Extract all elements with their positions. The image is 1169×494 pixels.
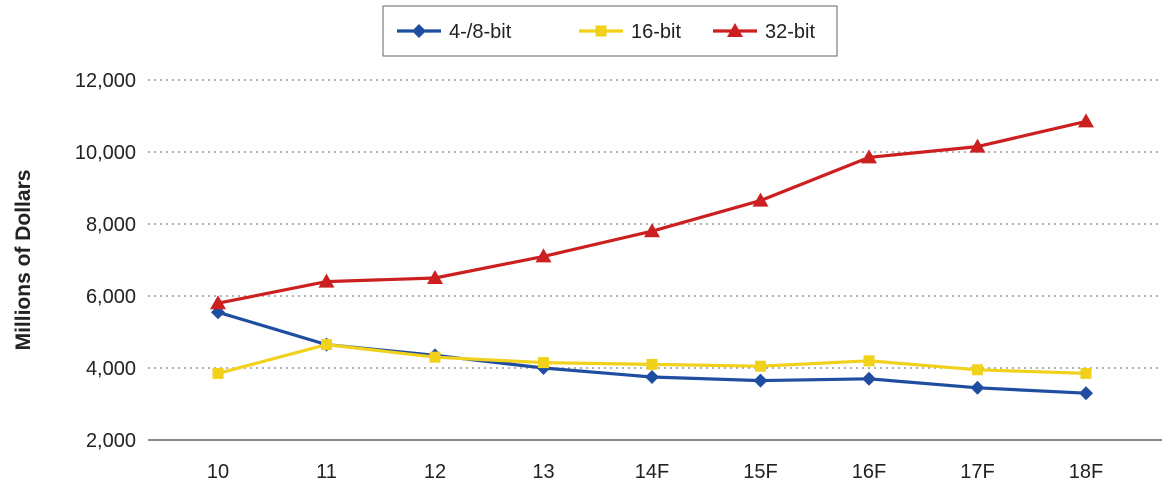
data-point	[645, 370, 659, 384]
data-point	[970, 380, 985, 395]
data-point	[644, 223, 660, 238]
data-point	[861, 149, 877, 164]
y-tick-label: 6,000	[86, 286, 136, 308]
data-point	[212, 367, 224, 379]
legend-label: 4-/8-bit	[449, 21, 512, 43]
data-point	[972, 364, 983, 376]
data-point	[969, 138, 986, 153]
data-point	[863, 355, 875, 367]
series-1	[212, 339, 1092, 379]
x-tick-label: 11	[316, 461, 337, 483]
legend-item: 4-/8-bit	[397, 21, 512, 43]
x-tick-label: 13	[532, 461, 554, 483]
y-tick-label: 12,000	[75, 70, 136, 92]
data-point	[538, 357, 549, 369]
data-point	[321, 339, 332, 351]
series-0	[211, 305, 1093, 401]
x-tick-label: 17F	[960, 461, 994, 483]
data-point	[427, 270, 443, 284]
data-point	[1080, 367, 1092, 379]
y-tick-label: 10,000	[75, 142, 136, 164]
legend-label: 16-bit	[631, 21, 681, 43]
legend-item: 16-bit	[579, 21, 681, 43]
y-tick-label: 4,000	[86, 358, 136, 380]
y-tick-label: 8,000	[86, 214, 136, 236]
data-point	[535, 248, 552, 263]
data-point	[752, 192, 769, 207]
x-tick-label: 15F	[743, 461, 777, 483]
data-point	[727, 23, 743, 37]
data-point	[862, 371, 876, 386]
x-tick-label: 18F	[1069, 461, 1103, 483]
data-point	[753, 373, 768, 388]
series-lines	[210, 113, 1094, 401]
x-tick-label: 10	[207, 461, 229, 483]
data-point	[646, 358, 658, 370]
data-point	[595, 25, 607, 37]
y-axis-label: Millions of Dollars	[12, 170, 35, 351]
legend-item: 32-bit	[713, 21, 815, 43]
data-point	[429, 351, 441, 363]
data-point	[1079, 386, 1093, 401]
data-point	[210, 295, 226, 310]
legend-label: 32-bit	[765, 21, 815, 43]
gridlines	[148, 79, 1162, 369]
x-tick-label: 14F	[635, 461, 669, 483]
legend: 4-/8-bit 16-bit 32-bit	[382, 5, 838, 57]
x-tick-labels: 10 11 12 13 14F 15F 16F 17F 18F	[207, 461, 1103, 483]
data-point	[755, 360, 766, 372]
series-line	[217, 119, 1087, 305]
y-tick-labels: 2,000 4,000 6,000 8,000 10,000 12,000	[75, 70, 136, 452]
y-tick-label: 2,000	[86, 430, 136, 452]
x-tick-label: 16F	[852, 461, 886, 483]
data-point	[318, 273, 335, 288]
data-point	[412, 24, 426, 38]
x-tick-label: 12	[424, 461, 446, 483]
series-2	[210, 113, 1094, 310]
data-point	[1078, 113, 1094, 128]
